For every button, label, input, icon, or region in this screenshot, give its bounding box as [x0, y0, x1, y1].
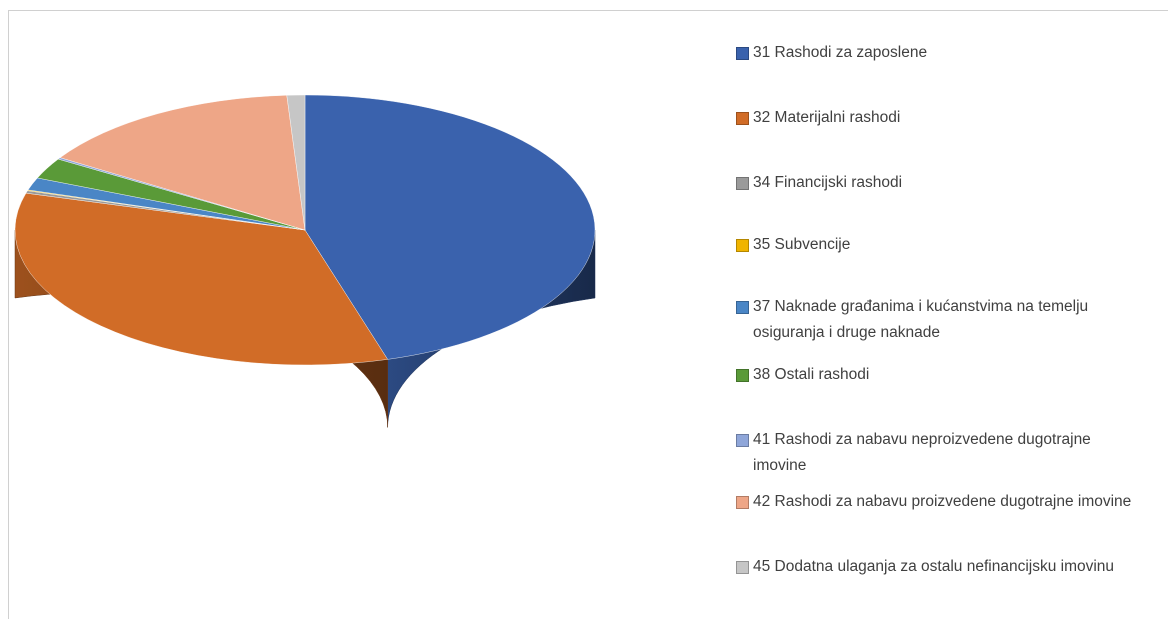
legend-item: 35 Subvencije: [736, 232, 1156, 258]
legend-label: 31 Rashodi za zaposlene: [753, 44, 928, 61]
legend-swatch: [736, 177, 749, 190]
legend-label: 42 Rashodi za nabavu proizvedene dugotra…: [753, 493, 1132, 510]
legend-label: 35 Subvencije: [753, 236, 851, 253]
chart-border: [8, 10, 1168, 619]
legend-label: 34 Financijski rashodi: [753, 174, 903, 191]
legend-swatch: [736, 47, 749, 60]
legend-label: 32 Materijalni rashodi: [753, 109, 901, 126]
legend-swatch: [736, 561, 749, 574]
pie-slice: [286, 94, 306, 231]
legend-item: 34 Financijski rashodi: [736, 170, 1156, 196]
legend-label: 38 Ostali rashodi: [753, 366, 870, 383]
legend-swatch: [736, 301, 749, 314]
legend-label: 41 Rashodi za nabavu neproizvedene dugot…: [753, 431, 1091, 474]
legend-label: 37 Naknade građanima i kućanstvima na te…: [753, 298, 1089, 341]
pie-slice: [14, 192, 388, 366]
legend-item: 41 Rashodi za nabavu neproizvedene dugot…: [736, 427, 1108, 479]
legend-swatch: [736, 369, 749, 382]
legend-item: 45 Dodatna ulaganja za ostalu nefinancij…: [736, 554, 1156, 580]
legend-swatch: [736, 112, 749, 125]
legend-swatch: [736, 434, 749, 447]
legend-label: 45 Dodatna ulaganja za ostalu nefinancij…: [753, 558, 1115, 575]
pie-slice: [304, 94, 596, 360]
legend-item: 32 Materijalni rashodi: [736, 105, 1156, 131]
legend-item: 38 Ostali rashodi: [736, 362, 1156, 388]
legend-item: 37 Naknade građanima i kućanstvima na te…: [736, 294, 1108, 346]
legend-item: 42 Rashodi za nabavu proizvedene dugotra…: [736, 489, 1156, 515]
legend-swatch: [736, 239, 749, 252]
legend-item: 31 Rashodi za zaposlene: [736, 40, 1156, 66]
pie-area: [14, 94, 596, 428]
pie-slice: [59, 95, 306, 231]
legend-swatch: [736, 496, 749, 509]
